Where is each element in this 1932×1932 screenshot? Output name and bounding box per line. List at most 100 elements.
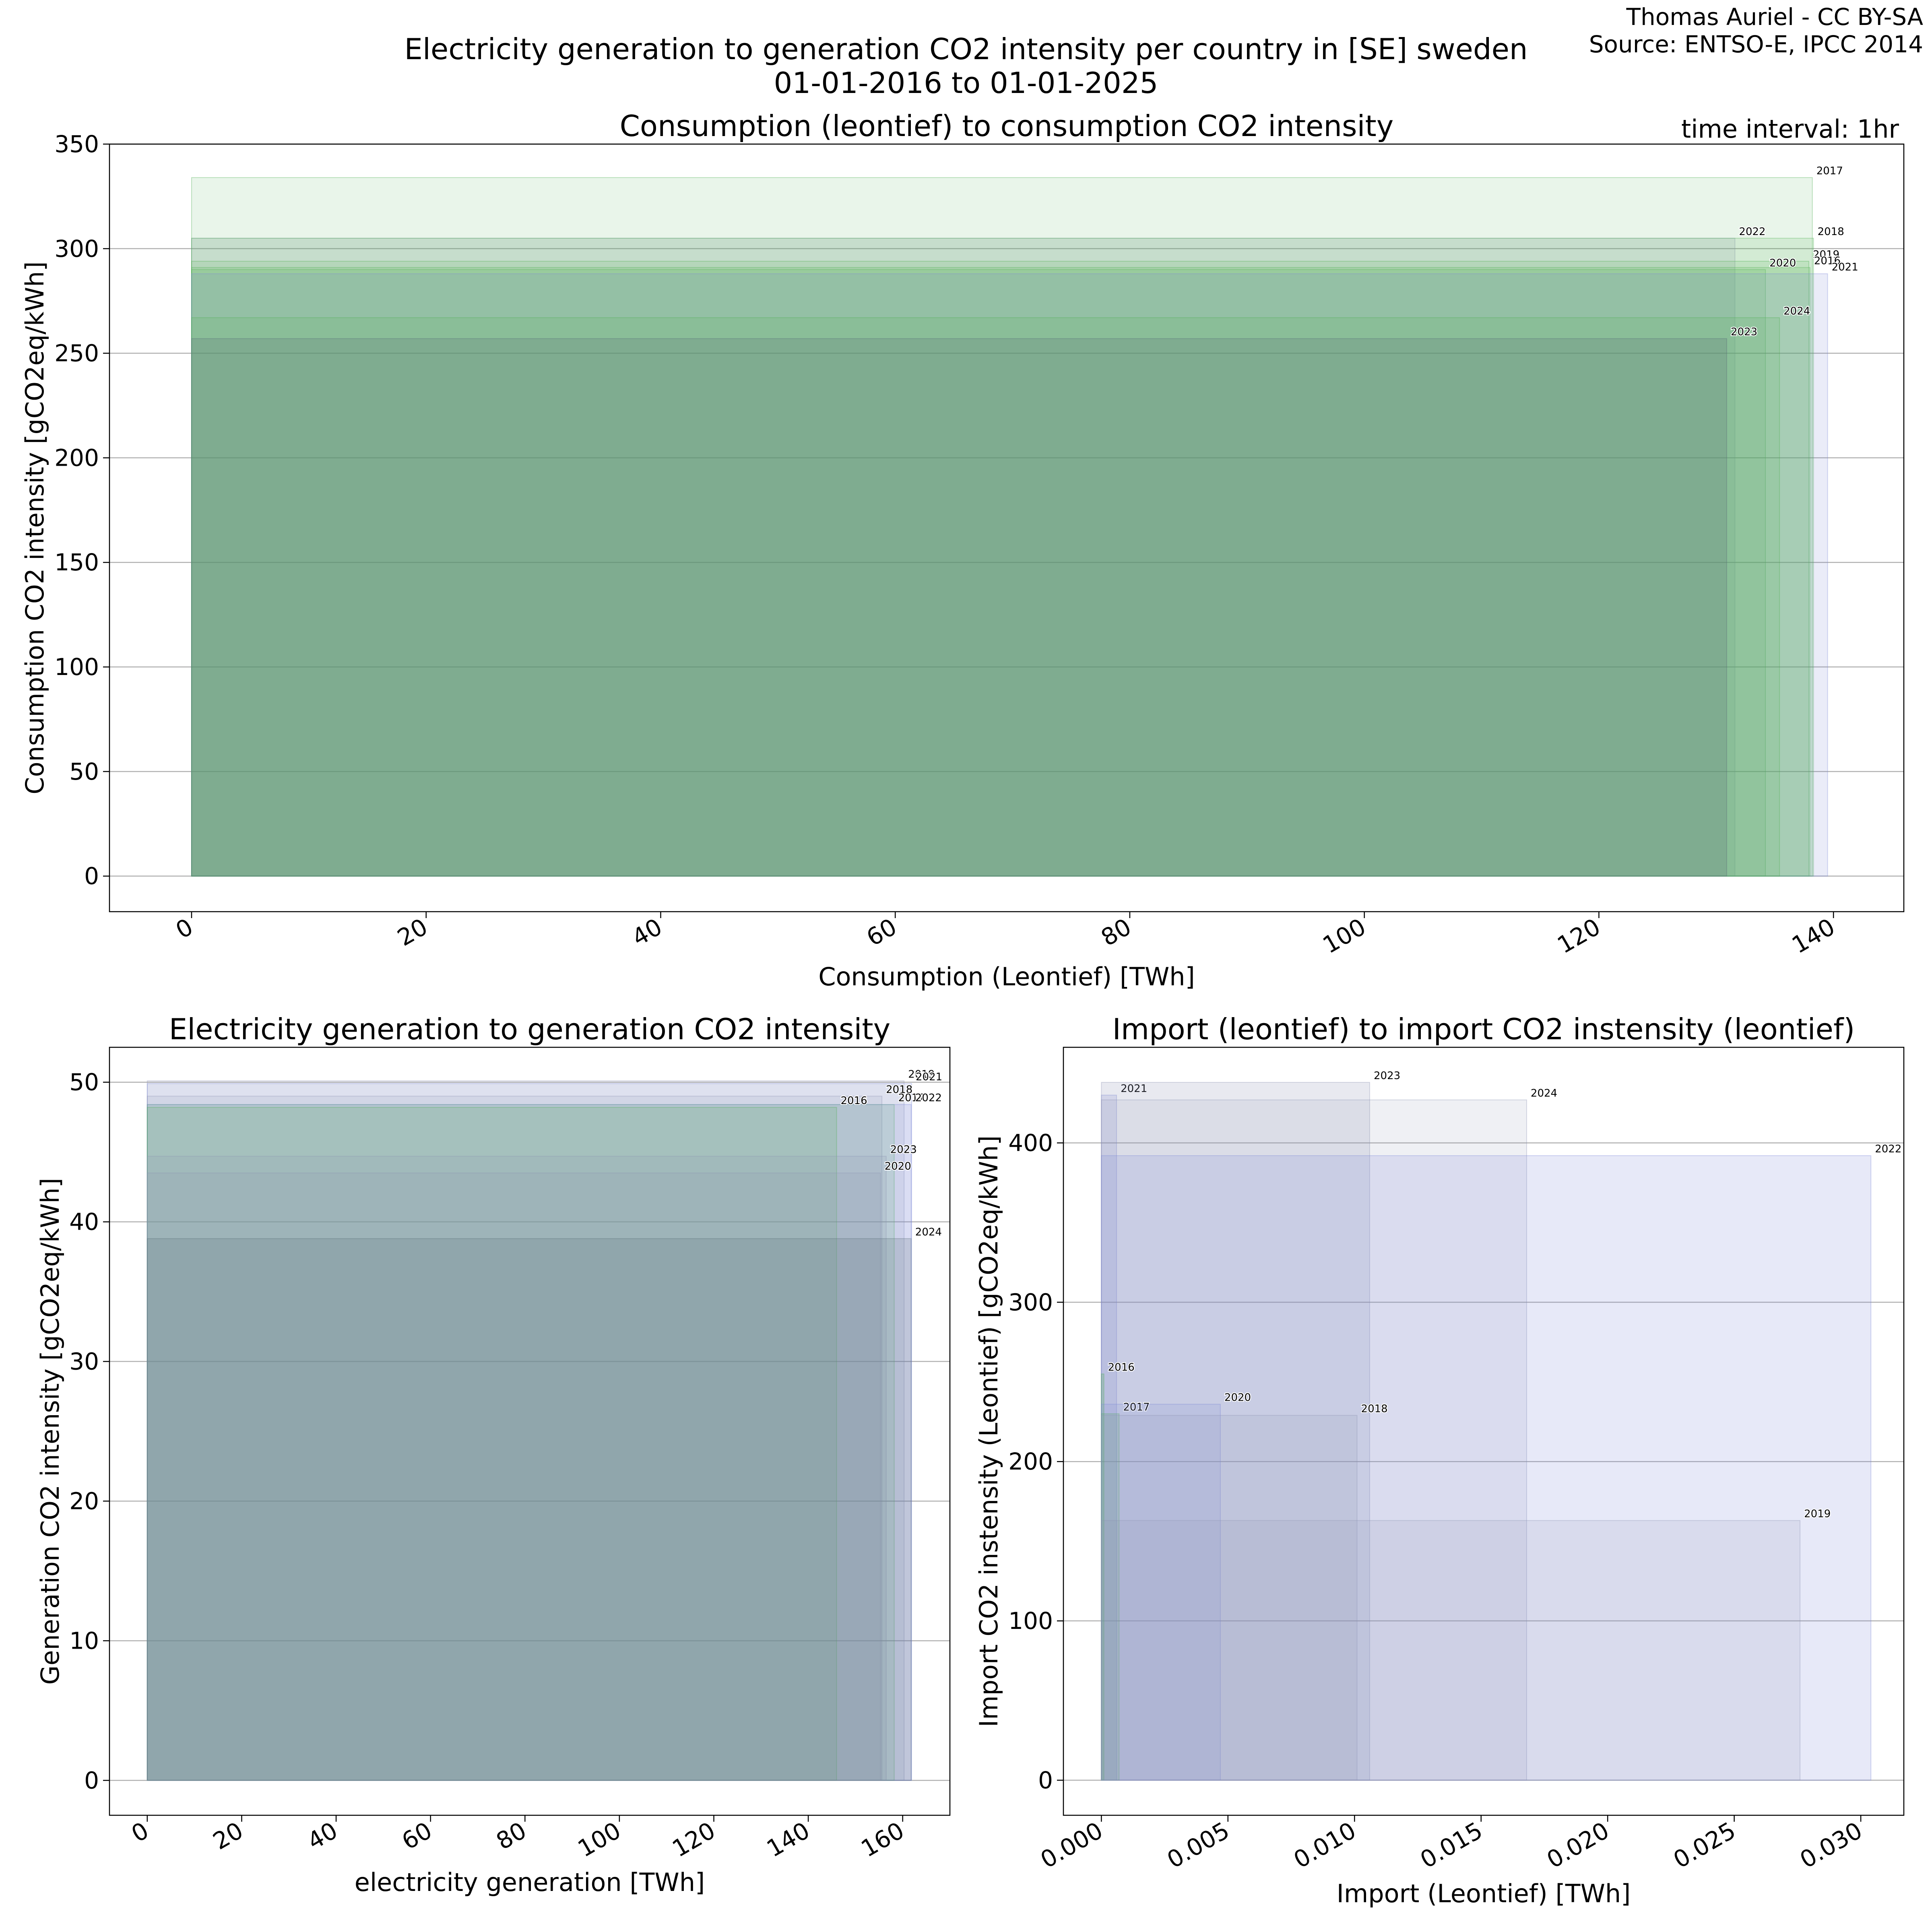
y-tick-label: 30 xyxy=(69,1348,99,1375)
bar-2024 xyxy=(1101,1099,1527,1781)
bar-2022 xyxy=(191,237,1736,877)
x-tick-label: 100 xyxy=(573,1816,625,1862)
x-tick-label: 80 xyxy=(1096,913,1136,952)
bar-label: 2021 xyxy=(916,1071,942,1083)
bar-label: 2022 xyxy=(915,1092,942,1104)
x-axis-label: Import (Leontief) [TWh] xyxy=(1337,1879,1631,1908)
axes-frame xyxy=(1063,1046,1905,1816)
x-tick-label: 0.020 xyxy=(1542,1816,1614,1874)
bar-2016 xyxy=(147,1107,837,1781)
figure-suptitle: Electricity generation to generation CO2… xyxy=(0,32,1932,100)
axes-frame xyxy=(109,143,1905,912)
bar-label: 2018 xyxy=(1361,1403,1388,1415)
y-axis-label: Import CO2 instensity (Leontief) [gCO2eq… xyxy=(974,1135,1003,1727)
y-tick-label: 200 xyxy=(1008,1448,1053,1475)
x-tick-label: 60 xyxy=(397,1816,437,1855)
bar-2021 xyxy=(147,1083,912,1781)
credit-block: Thomas Auriel - CC BY-SA Source: ENTSO-E… xyxy=(1589,3,1923,58)
y-tick-label: 10 xyxy=(69,1627,99,1654)
bar-2022 xyxy=(1101,1155,1872,1781)
x-tick-label: 80 xyxy=(491,1816,531,1855)
bar-2018 xyxy=(191,237,1814,877)
x-tick-label: 0.030 xyxy=(1795,1816,1867,1874)
bar-label: 2022 xyxy=(1739,226,1765,238)
credit-source: Source: ENTSO-E, IPCC 2014 xyxy=(1589,31,1923,58)
bar-2024 xyxy=(191,317,1780,877)
bar-label: 2023 xyxy=(890,1144,917,1156)
x-tick-label: 0 xyxy=(171,913,198,944)
x-tick-label: 120 xyxy=(1553,913,1605,959)
x-tick-label: 20 xyxy=(393,913,432,952)
y-tick-label: 100 xyxy=(1008,1607,1053,1635)
bar-2019 xyxy=(191,260,1809,877)
panel-title: Consumption (leontief) to consumption CO… xyxy=(620,109,1394,143)
bar-label: 2021 xyxy=(1832,261,1858,273)
y-tick-label: 50 xyxy=(69,758,99,785)
y-tick-label: 0 xyxy=(1038,1767,1053,1794)
suptitle-line-2: 01-01-2016 to 01-01-2025 xyxy=(774,66,1158,100)
bar-2017 xyxy=(191,177,1813,877)
y-tick-label: 100 xyxy=(54,653,99,681)
axes-frame xyxy=(109,1046,951,1816)
bar-2023 xyxy=(191,338,1728,877)
x-tick-label: 140 xyxy=(762,1816,814,1862)
bar-label: 2021 xyxy=(1121,1083,1147,1095)
x-tick-label: 40 xyxy=(303,1816,342,1855)
y-tick-label: 40 xyxy=(69,1208,99,1236)
bar-2023 xyxy=(1101,1082,1370,1781)
x-tick-label: 0.010 xyxy=(1289,1816,1360,1874)
bar-label: 2018 xyxy=(1818,226,1844,238)
bar-2023 xyxy=(147,1156,887,1781)
bar-2020 xyxy=(191,269,1766,877)
y-tick-label: 250 xyxy=(54,340,99,367)
bar-label: 2020 xyxy=(1769,257,1796,269)
import-panel: 2021 2023 2024 2022 2016 2017 2020 2018 2019 0 100… xyxy=(974,1012,1905,1908)
bar-2016 xyxy=(1101,1373,1104,1781)
bar-label: 2019 xyxy=(1813,249,1839,261)
x-axis-label: electricity generation [TWh] xyxy=(355,1868,705,1897)
bar-2019 xyxy=(1101,1520,1801,1781)
y-tick-label: 400 xyxy=(1008,1129,1053,1157)
bar-label: 2020 xyxy=(885,1160,911,1172)
x-axis-label: Consumption (Leontief) [TWh] xyxy=(818,962,1195,991)
bar-label: 2016 xyxy=(840,1095,867,1107)
y-tick-label: 0 xyxy=(84,1767,99,1794)
bar-label: 2023 xyxy=(1374,1070,1400,1082)
y-axis-label: Generation CO2 intensity [gCO2eq/kWh] xyxy=(35,1178,65,1685)
bar-2021 xyxy=(1101,1094,1117,1781)
bar-label: 2023 xyxy=(1731,326,1757,338)
bar-label: 2016 xyxy=(1814,255,1841,267)
bar-label: 2017 xyxy=(1816,165,1843,177)
bar-2018 xyxy=(1101,1415,1358,1781)
bar-2020 xyxy=(147,1172,881,1781)
bar-2020 xyxy=(1101,1404,1221,1781)
x-tick-label: 20 xyxy=(208,1816,248,1855)
x-tick-label: 60 xyxy=(862,913,901,952)
y-tick-label: 50 xyxy=(69,1069,99,1096)
bar-label: 2024 xyxy=(1783,305,1810,317)
panel-title: Import (leontief) to import CO2 instensi… xyxy=(1113,1012,1855,1046)
y-tick-label: 150 xyxy=(54,549,99,576)
y-tick-label: 300 xyxy=(54,235,99,262)
credit-author: Thomas Auriel - CC BY-SA xyxy=(1626,3,1923,31)
x-tick-label: 0.025 xyxy=(1669,1816,1740,1874)
x-tick-label: 40 xyxy=(627,913,667,952)
y-tick-label: 20 xyxy=(69,1487,99,1515)
time-interval-label: time interval: 1hr xyxy=(1681,114,1899,144)
bar-2016 xyxy=(191,267,1810,877)
x-tick-label: 120 xyxy=(668,1816,720,1862)
bar-label: 2019 xyxy=(908,1068,935,1080)
panel-title: Electricity generation to generation CO2… xyxy=(169,1012,890,1046)
y-tick-label: 200 xyxy=(54,444,99,471)
x-tick-label: 160 xyxy=(857,1816,909,1862)
bar-2018 xyxy=(147,1096,883,1781)
bar-label: 2016 xyxy=(1108,1361,1135,1373)
bar-label: 2018 xyxy=(886,1084,912,1096)
y-tick-label: 0 xyxy=(84,863,99,890)
generation-panel: 2019202120182017202220162023202020240102… xyxy=(35,1012,951,1897)
bar-label: 2022 xyxy=(1875,1143,1901,1155)
y-tick-label: 300 xyxy=(1008,1288,1053,1316)
bar-2022 xyxy=(147,1104,912,1781)
x-tick-label: 140 xyxy=(1787,913,1839,959)
